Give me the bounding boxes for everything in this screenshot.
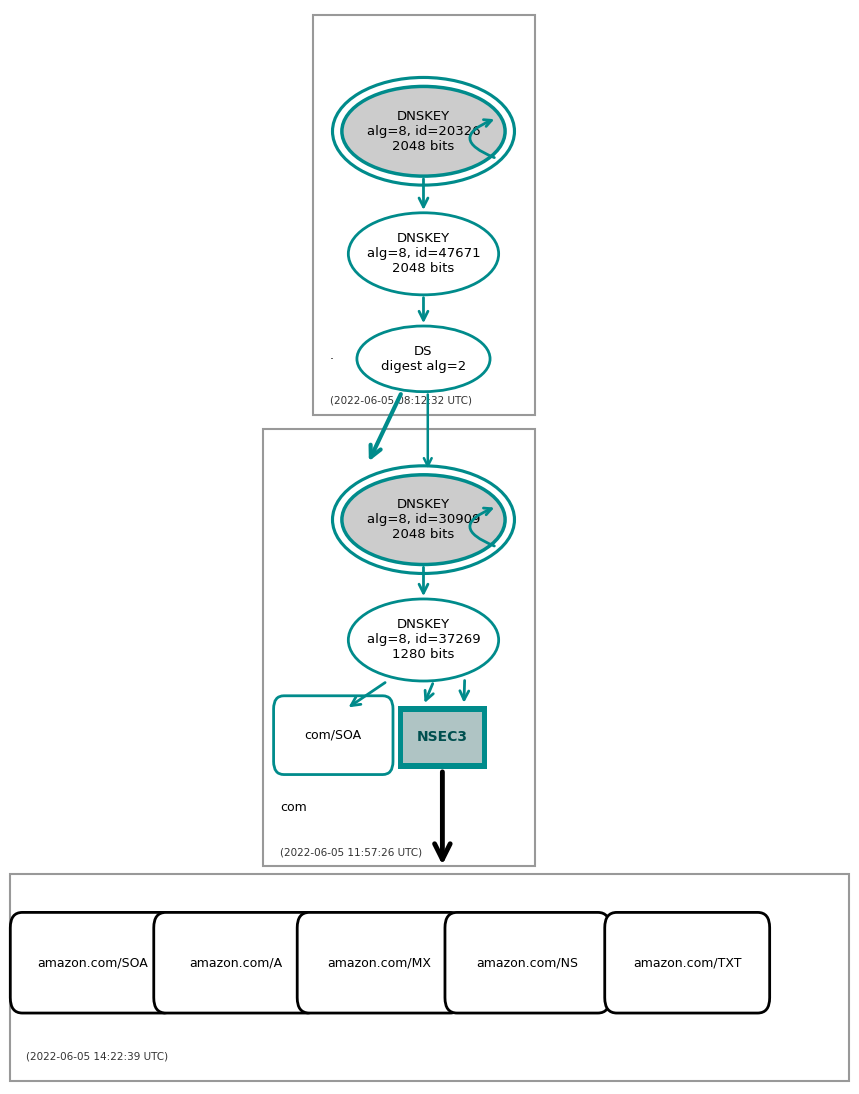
Text: amazon.com/MX: amazon.com/MX	[327, 956, 432, 969]
FancyBboxPatch shape	[263, 429, 535, 866]
Ellipse shape	[348, 212, 498, 294]
Text: amazon.com/NS: amazon.com/NS	[477, 956, 578, 969]
Bar	[398, 706, 487, 769]
Ellipse shape	[348, 600, 498, 680]
Text: amazon.com: amazon.com	[26, 964, 107, 977]
Text: DS
digest alg=2: DS digest alg=2	[381, 345, 466, 373]
Text: (2022-06-05 14:22:39 UTC): (2022-06-05 14:22:39 UTC)	[26, 1051, 168, 1061]
Ellipse shape	[357, 326, 490, 392]
Text: amazon.com/A: amazon.com/A	[190, 956, 283, 969]
FancyBboxPatch shape	[154, 912, 319, 1013]
FancyBboxPatch shape	[10, 912, 175, 1013]
FancyBboxPatch shape	[445, 912, 610, 1013]
FancyBboxPatch shape	[605, 912, 770, 1013]
Text: DNSKEY
alg=8, id=37269
1280 bits: DNSKEY alg=8, id=37269 1280 bits	[367, 618, 480, 662]
Text: amazon.com/TXT: amazon.com/TXT	[633, 956, 741, 969]
Text: amazon.com/SOA: amazon.com/SOA	[38, 956, 148, 969]
FancyBboxPatch shape	[10, 874, 849, 1081]
Bar	[403, 712, 482, 763]
Text: .: .	[330, 349, 334, 362]
FancyBboxPatch shape	[297, 912, 462, 1013]
Text: com/SOA: com/SOA	[305, 729, 362, 742]
FancyBboxPatch shape	[273, 696, 393, 775]
Text: NSEC3: NSEC3	[417, 731, 468, 744]
FancyBboxPatch shape	[313, 15, 535, 415]
Text: DNSKEY
alg=8, id=30909
2048 bits: DNSKEY alg=8, id=30909 2048 bits	[367, 498, 480, 542]
Text: (2022-06-05 08:12:32 UTC): (2022-06-05 08:12:32 UTC)	[330, 396, 472, 406]
Text: com: com	[280, 801, 307, 814]
Text: DNSKEY
alg=8, id=20326
2048 bits: DNSKEY alg=8, id=20326 2048 bits	[367, 109, 480, 153]
Text: (2022-06-05 11:57:26 UTC): (2022-06-05 11:57:26 UTC)	[280, 848, 422, 858]
Text: DNSKEY
alg=8, id=47671
2048 bits: DNSKEY alg=8, id=47671 2048 bits	[367, 232, 480, 276]
Ellipse shape	[342, 475, 505, 565]
Ellipse shape	[342, 86, 505, 176]
